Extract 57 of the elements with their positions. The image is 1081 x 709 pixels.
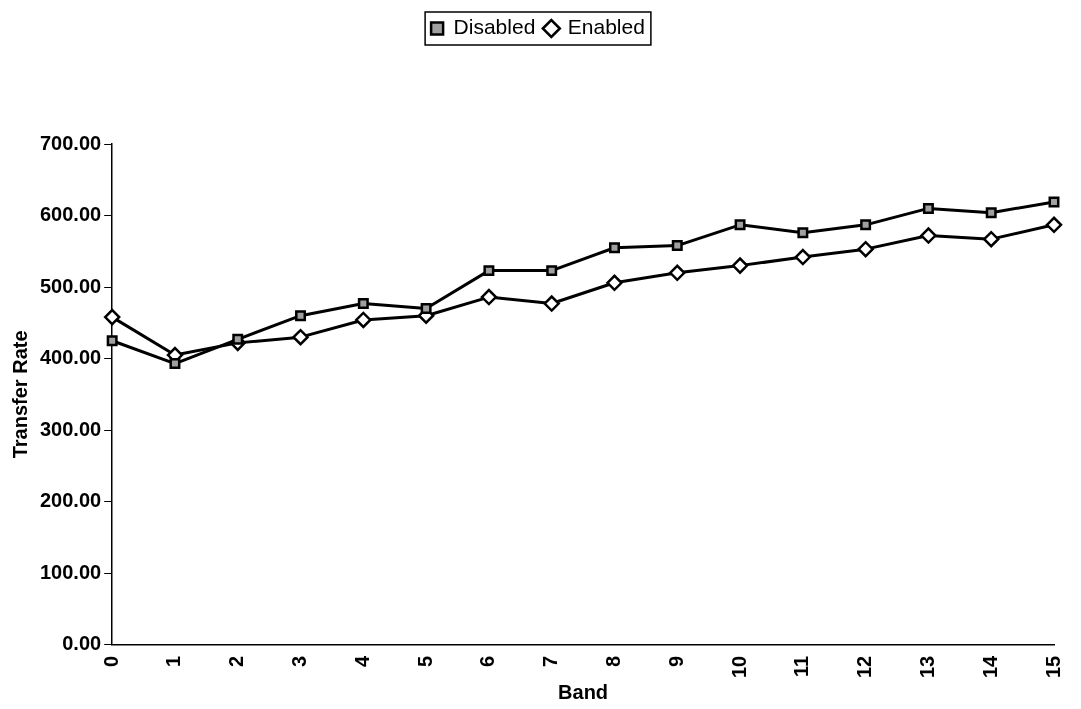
point	[106, 335, 118, 347]
point	[232, 333, 244, 345]
x-tick-label: 11	[790, 655, 813, 677]
point	[608, 242, 620, 254]
point	[546, 265, 558, 277]
point	[295, 310, 307, 322]
point	[860, 219, 872, 231]
point	[606, 274, 623, 292]
point	[794, 248, 812, 266]
x-tick-label: 13	[915, 655, 938, 678]
x-tick-label: 8	[602, 655, 624, 667]
x-tick-label: 3	[288, 655, 311, 667]
x-tick-label: 2	[225, 655, 248, 667]
y-tick-label: 700.00	[40, 131, 102, 154]
point	[420, 303, 432, 315]
point	[292, 328, 309, 346]
point	[857, 240, 874, 258]
x-tick-label: 10	[727, 655, 750, 678]
x-tick-label: 14	[978, 654, 1001, 678]
y-tick-label: 400.00	[40, 346, 102, 369]
legend-label: Disabled	[453, 15, 536, 39]
y-axis-title: Transfer Rate	[8, 330, 31, 459]
legend-label: Enabled	[567, 15, 645, 39]
x-tick-label: 5	[413, 655, 436, 667]
x-tick-label: 7	[539, 655, 562, 667]
x-tick-label: 9	[664, 655, 687, 667]
x-tick-label: 0	[99, 655, 122, 667]
point	[731, 257, 749, 274]
y-tick-label: 500.00	[40, 274, 102, 297]
y-tick-label: 200.00	[40, 489, 102, 512]
x-tick-label: 1	[162, 655, 185, 667]
point	[1048, 196, 1060, 208]
point	[355, 311, 372, 329]
x-tick-label: 15	[1041, 655, 1064, 678]
point	[357, 298, 369, 310]
point	[797, 227, 809, 239]
point	[1045, 216, 1063, 234]
point	[480, 288, 498, 306]
point	[922, 202, 934, 214]
x-axis-title: Band	[558, 680, 609, 703]
point	[985, 207, 997, 219]
x-tick-label: 12	[853, 655, 876, 678]
point	[734, 219, 746, 231]
point	[483, 265, 495, 277]
point	[103, 308, 121, 326]
y-tick-label: 600.00	[40, 203, 102, 226]
x-tick-label: 4	[350, 654, 373, 667]
point	[920, 227, 937, 244]
point	[982, 230, 1000, 248]
y-tick-label: 0.00	[62, 632, 102, 655]
point	[543, 295, 560, 312]
point	[671, 240, 683, 252]
point	[169, 358, 181, 370]
x-tick-label: 6	[476, 655, 499, 667]
point	[669, 264, 686, 282]
y-tick-label: 300.00	[40, 417, 102, 440]
y-tick-label: 100.00	[40, 560, 102, 583]
